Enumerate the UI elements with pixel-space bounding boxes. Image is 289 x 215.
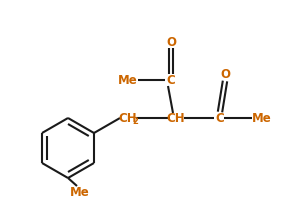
Text: Me: Me [70, 186, 90, 198]
Text: O: O [220, 69, 230, 81]
Text: CH: CH [167, 112, 185, 124]
Text: C: C [216, 112, 224, 124]
Text: 2: 2 [132, 118, 138, 126]
Text: CH: CH [119, 112, 137, 124]
Text: Me: Me [118, 74, 138, 86]
Text: C: C [167, 74, 175, 86]
Text: Me: Me [252, 112, 272, 124]
Text: O: O [166, 35, 176, 49]
